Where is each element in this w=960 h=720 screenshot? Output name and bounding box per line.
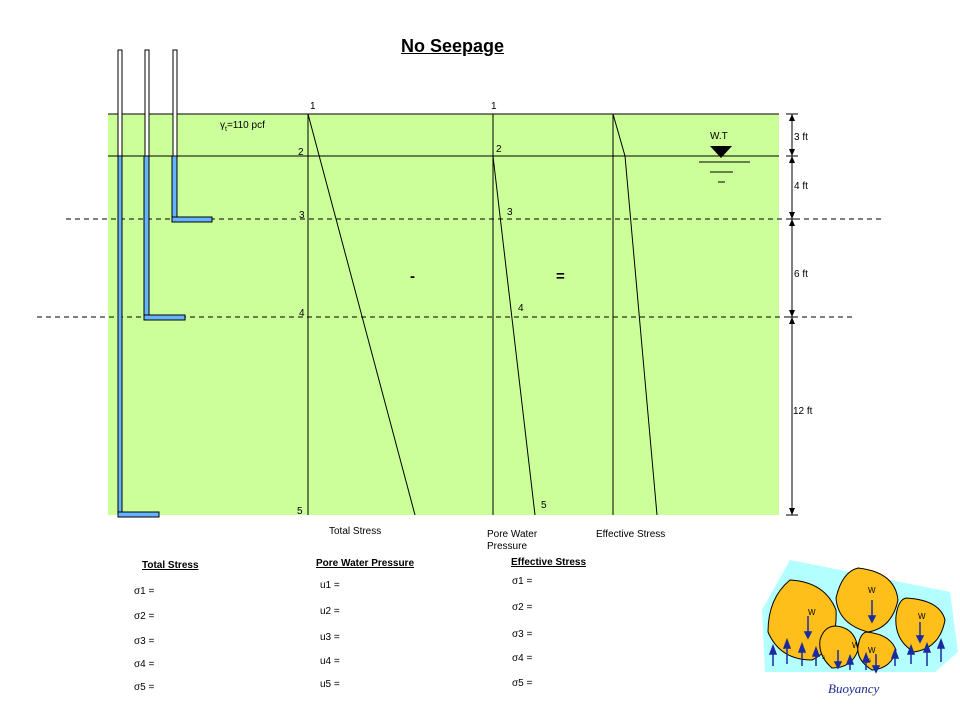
layer-thickness-1: 3 ft — [794, 132, 808, 143]
pore-pressure-point-2: 2 — [496, 144, 502, 155]
buoyancy-caption: Buoyancy — [828, 681, 880, 696]
pore-pressure-row-4: u4 = — [320, 656, 340, 667]
grain-subscript-1: s — [822, 655, 825, 661]
dimension-line — [786, 113, 798, 516]
unit-weight-value: =110 pcf — [226, 120, 265, 131]
pore-pressure-row-1: u1 = — [320, 580, 340, 591]
grain-weight-label-right: W — [918, 612, 926, 621]
effective-stress-row-3: σ3 = — [512, 629, 533, 640]
piezometer-middle — [143, 49, 186, 321]
piezometer-deep — [117, 49, 160, 518]
pore-pressure-row-2: u2 = — [320, 606, 340, 617]
water-table-symbol — [699, 146, 750, 183]
pore-pressure-point-4: 4 — [518, 303, 524, 314]
minus-operator: - — [410, 268, 415, 285]
effective-stress-profile — [612, 113, 658, 516]
total-stress-row-1: σ1 = — [134, 586, 155, 597]
effective-stress-row-1: σ1 = — [512, 576, 533, 587]
unit-weight-label: γt=110 pcf — [220, 120, 265, 133]
total-stress-profile — [307, 113, 416, 516]
grain-subscript-2: s — [868, 658, 871, 664]
pore-pressure-point-5: 5 — [541, 500, 547, 511]
total-stress-table-header: Total Stress — [142, 560, 199, 571]
effective-stress-row-5: σ5 = — [512, 678, 533, 689]
soil-grain-left — [767, 579, 837, 661]
total-stress-row-2: σ2 = — [134, 611, 155, 622]
equals-operator: = — [556, 268, 565, 285]
total-stress-caption: Total Stress — [329, 526, 382, 537]
gamma-symbol: γ — [220, 120, 225, 131]
grain-weight-label-bottom-left: W — [852, 641, 860, 650]
buoyancy-inset — [762, 560, 958, 674]
layer-thickness-4: 12 ft — [793, 406, 813, 417]
piezometer-shallow — [171, 49, 213, 223]
total-stress-point-3: 3 — [299, 210, 305, 221]
water-table-label: W.T — [710, 131, 728, 142]
pore-pressure-point-3: 3 — [507, 207, 513, 218]
soil-block — [108, 114, 779, 515]
pore-pressure-caption: Pore Water Pressure — [487, 529, 538, 552]
total-stress-point-1: 1 — [310, 101, 316, 112]
effective-stress-caption: Effective Stress — [596, 529, 666, 540]
pore-pressure-point-1: 1 — [491, 101, 497, 112]
total-stress-row-4: σ4 = — [134, 659, 155, 670]
grain-weight-label-top: W — [868, 586, 876, 595]
total-stress-point-2: 2 — [298, 147, 304, 158]
total-stress-point-5: 5 — [297, 506, 303, 517]
effective-stress-row-4: σ4 = — [512, 653, 533, 664]
pore-pressure-row-3: u3 = — [320, 632, 340, 643]
layer-thickness-2: 4 ft — [794, 181, 808, 192]
pore-pressure-table-header: Pore Water Pressure — [316, 558, 415, 569]
grain-weight-label-left: W — [808, 608, 816, 617]
gamma-subscript: t — [225, 126, 227, 133]
slide-title: No Seepage — [401, 36, 505, 56]
total-stress-point-4: 4 — [299, 308, 305, 319]
grain-weight-label-bottom-right: W — [868, 646, 876, 655]
effective-stress-table-header: Effective Stress — [511, 557, 587, 568]
pore-pressure-profile — [492, 114, 536, 516]
total-stress-row-3: σ3 = — [134, 636, 155, 647]
soil-grain-bottom-left — [819, 625, 859, 669]
layer-thickness-3: 6 ft — [794, 269, 808, 280]
pore-pressure-row-5: u5 = — [320, 679, 340, 690]
effective-stress-row-2: σ2 = — [512, 602, 533, 613]
total-stress-row-5: σ5 = — [134, 682, 155, 693]
